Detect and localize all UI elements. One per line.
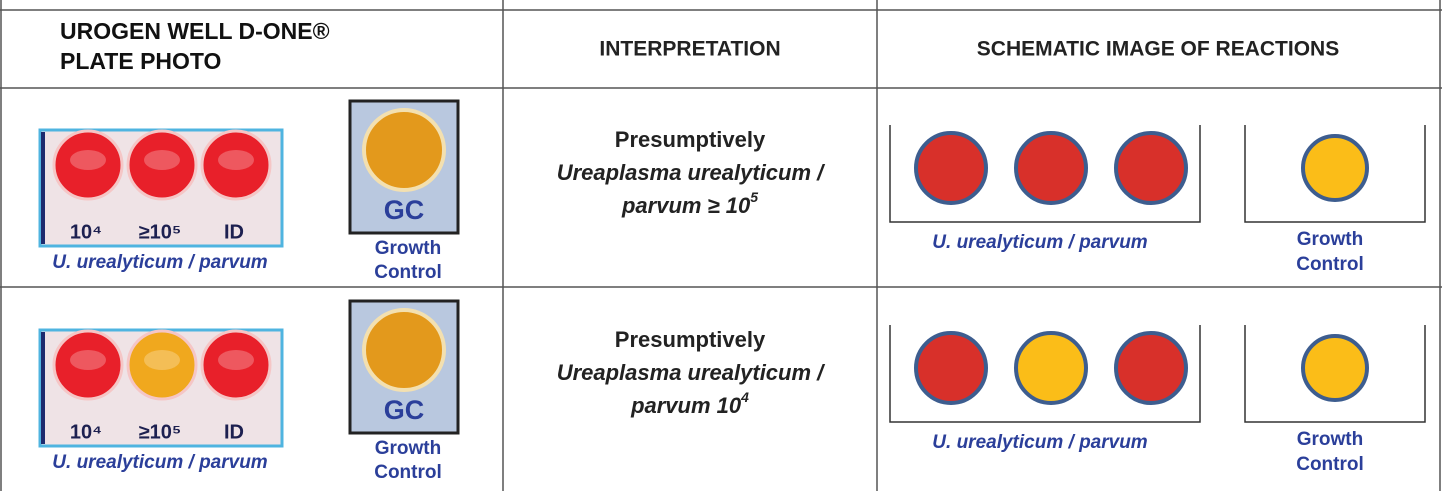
photo-well-shine [218, 150, 254, 170]
schematic-caption: U. urealyticum / parvum [932, 232, 1148, 253]
schematic-caption: U. urealyticum / parvum [932, 432, 1148, 453]
schematic-well [1116, 333, 1186, 403]
well-label: ≥10⁵ [139, 421, 182, 443]
control-caption: Growth [1297, 429, 1364, 450]
schematic-well [916, 133, 986, 203]
well-label: ID [224, 421, 244, 443]
header-title: SCHEMATIC IMAGE OF REACTIONS [977, 38, 1339, 61]
photo-well-shine [70, 150, 106, 170]
header-title: UROGEN WELL D-ONE® [60, 18, 330, 44]
well-label: ≥10⁵ [139, 221, 182, 243]
schematic-well [1116, 133, 1186, 203]
interpretation-line: Ureaplasma urealyticum / [557, 160, 826, 185]
control-caption: Control [1296, 454, 1364, 475]
schematic-control [1303, 136, 1367, 200]
table: UROGEN WELL D-ONE® PLATE PHOTO INTERPRET… [0, 0, 1442, 491]
interpretation-line: Presumptively [615, 127, 766, 152]
interpretation-text: parvum ≥ 10 [621, 193, 751, 218]
control-caption: Growth [1297, 229, 1364, 250]
photo-caption: U. urealyticum / parvum [52, 452, 268, 473]
photo-well-shine [144, 150, 180, 170]
header-title: INTERPRETATION [599, 38, 780, 61]
control-caption: Control [374, 462, 442, 483]
header-title: PLATE PHOTO [60, 48, 221, 74]
well-label: 10⁴ [70, 221, 102, 243]
interpretation-line: parvum 104 [630, 389, 749, 418]
schematic-well [916, 333, 986, 403]
photo-well-shine [218, 350, 254, 370]
exponent: 4 [740, 389, 749, 405]
control-caption: Control [374, 262, 442, 283]
control-caption: Control [1296, 254, 1364, 275]
page: {"header": {"plate_photo_lines": ["UROGE… [0, 0, 1442, 491]
schematic-control [1303, 336, 1367, 400]
control-caption: Growth [375, 438, 442, 459]
interpretation-line: Presumptively [615, 327, 766, 352]
control-label: GC [384, 395, 425, 425]
photo-well-shine [70, 350, 106, 370]
control-well [364, 310, 444, 390]
schematic-well [1016, 133, 1086, 203]
exponent: 5 [750, 189, 758, 205]
photo-well-shine [144, 350, 180, 370]
interpretation-line: parvum ≥ 105 [621, 189, 758, 218]
photo-caption: U. urealyticum / parvum [52, 252, 268, 273]
interpretation-line: Ureaplasma urealyticum / [557, 360, 826, 385]
schematic-well [1016, 333, 1086, 403]
interpretation-text: parvum 10 [630, 393, 742, 418]
control-well [364, 110, 444, 190]
control-label: GC [384, 195, 425, 225]
well-label: 10⁴ [70, 421, 102, 443]
control-caption: Growth [375, 238, 442, 259]
well-label: ID [224, 221, 244, 243]
